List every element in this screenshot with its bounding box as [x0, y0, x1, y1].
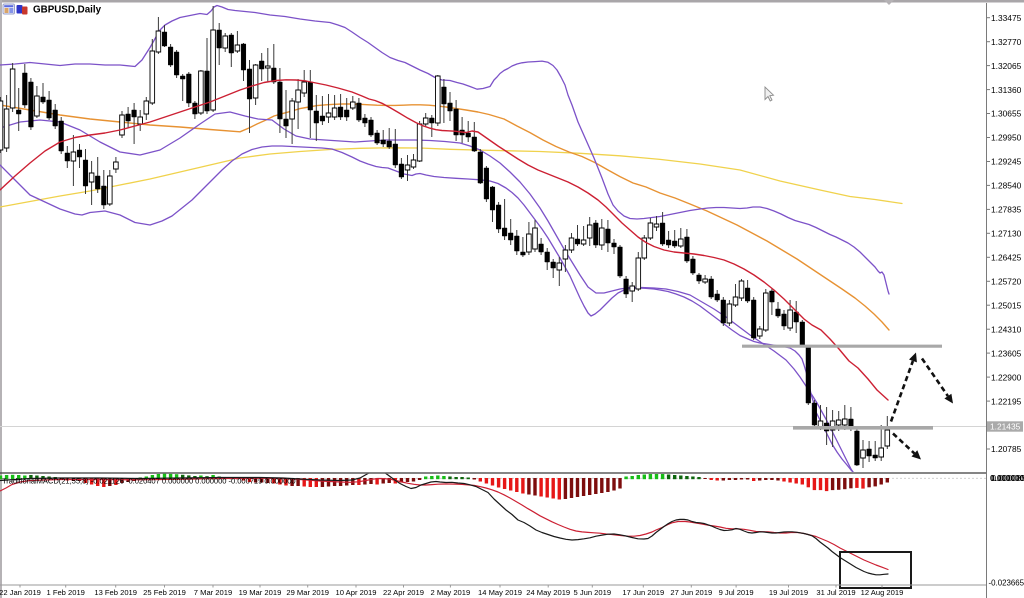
svg-text:9 Jul 2019: 9 Jul 2019	[719, 588, 754, 597]
svg-text:27 Jun 2019: 27 Jun 2019	[670, 588, 712, 597]
svg-text:2 May 2019: 2 May 2019	[431, 588, 471, 597]
svg-text:1.21435: 1.21435	[990, 422, 1021, 432]
svg-text:22 Jan 2019: 22 Jan 2019	[0, 588, 41, 597]
svg-text:1.29245: 1.29245	[991, 157, 1022, 167]
svg-text:1.29950: 1.29950	[991, 133, 1022, 143]
svg-text:1.22900: 1.22900	[991, 372, 1022, 382]
svg-text:22 Apr 2019: 22 Apr 2019	[383, 588, 424, 597]
svg-text:0.000000: 0.000000	[990, 474, 1024, 483]
svg-text:1.27835: 1.27835	[991, 205, 1022, 215]
svg-text:1.30655: 1.30655	[991, 109, 1022, 119]
svg-text:5 Jun 2019: 5 Jun 2019	[574, 588, 612, 597]
svg-text:1.28540: 1.28540	[991, 181, 1022, 191]
svg-text:-0.023665: -0.023665	[989, 578, 1024, 587]
svg-text:17 Jun 2019: 17 Jun 2019	[622, 588, 664, 597]
svg-text:7 Mar 2019: 7 Mar 2019	[194, 588, 232, 597]
svg-text:24 May 2019: 24 May 2019	[526, 588, 570, 597]
svg-text:1.27130: 1.27130	[991, 229, 1022, 239]
svg-text:19 Jul 2019: 19 Jul 2019	[769, 588, 808, 597]
svg-text:1.23605: 1.23605	[991, 348, 1022, 358]
svg-text:14 May 2019: 14 May 2019	[478, 588, 522, 597]
svg-text:31 Jul 2019: 31 Jul 2019	[816, 588, 855, 597]
svg-text:1.33475: 1.33475	[991, 13, 1022, 23]
svg-text:10 Apr 2019: 10 Apr 2019	[336, 588, 377, 597]
svg-text:1.25720: 1.25720	[991, 277, 1022, 287]
svg-text:1.25015: 1.25015	[991, 300, 1022, 310]
svg-text:1.32065: 1.32065	[991, 61, 1022, 71]
svg-text:1.32770: 1.32770	[991, 37, 1022, 47]
svg-text:1.26425: 1.26425	[991, 253, 1022, 263]
svg-text:0.000085: 0.000085	[992, 474, 1024, 483]
svg-text:1.24310: 1.24310	[991, 324, 1022, 334]
svg-text:29 Mar 2019: 29 Mar 2019	[286, 588, 329, 597]
svg-text:1 Feb 2019: 1 Feb 2019	[46, 588, 84, 597]
svg-text:1.20785: 1.20785	[991, 444, 1022, 454]
svg-text:19 Mar 2019: 19 Mar 2019	[239, 588, 282, 597]
svg-text:13 Feb 2019: 13 Feb 2019	[94, 588, 137, 597]
svg-text:1.22195: 1.22195	[991, 396, 1022, 406]
svg-text:1.31360: 1.31360	[991, 85, 1022, 95]
svg-text:12 Aug 2019: 12 Aug 2019	[861, 588, 904, 597]
svg-text:GBPUSD,Daily: GBPUSD,Daily	[33, 5, 102, 16]
svg-text:TraditionalMACD(21,55,8) -0.02: TraditionalMACD(21,55,8) -0.021126 -0.02…	[2, 477, 296, 486]
svg-text:25 Feb 2019: 25 Feb 2019	[143, 588, 186, 597]
